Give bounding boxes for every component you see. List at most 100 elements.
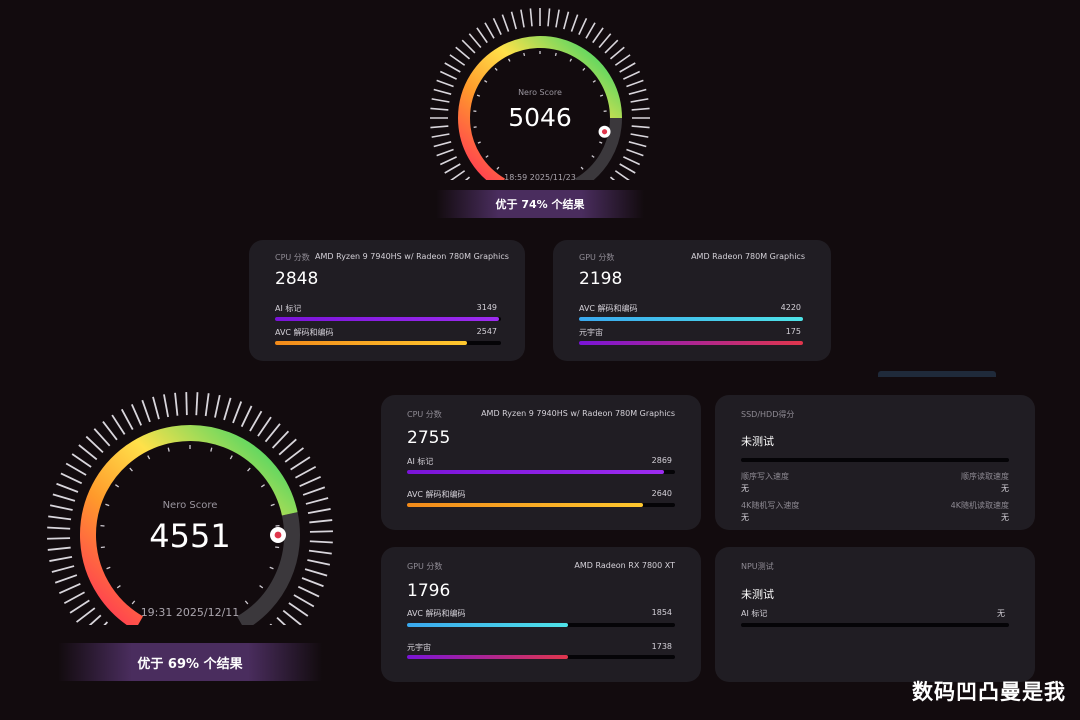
gauge-tick: [131, 403, 143, 426]
gauge-tick: [626, 148, 644, 157]
gpu-avc-value: 1854: [651, 608, 672, 617]
gauge-tick: [152, 396, 160, 420]
npu-ai-value: 无: [997, 609, 1005, 618]
avc-label: AVC 解码和编码: [275, 328, 334, 337]
gauge-inner-tick: [244, 600, 249, 605]
avc-bar-fill: [275, 341, 468, 345]
seq-write-label: 顺序写入速度: [741, 472, 789, 481]
npu-ai-label: AI 标记: [741, 609, 768, 618]
gauge-tick: [174, 392, 179, 416]
gauge-tick: [614, 170, 630, 180]
disk-status: 未测试: [741, 435, 774, 448]
gauge-inner-tick: [507, 58, 511, 62]
gauge-tick: [630, 98, 649, 103]
gauge-inner-tick: [477, 141, 481, 144]
ai-mark-value: 3149: [476, 303, 497, 312]
gauge-tick: [69, 599, 90, 614]
gauge-tick: [257, 416, 272, 437]
gauge-tick: [302, 486, 326, 496]
gauge-tick: [492, 17, 502, 35]
gauge-tick: [103, 621, 109, 625]
gauge-inner-tick: [484, 79, 488, 83]
gpu-score-label: GPU 分数: [579, 253, 615, 262]
npu-card: NPU测试 未测试 AI 标记 无: [715, 547, 1035, 682]
gauge-tick: [85, 435, 104, 454]
bottom-gauge-ticks: [47, 392, 333, 625]
gauge-tick: [614, 54, 631, 66]
metaverse-value: 175: [785, 327, 801, 336]
gauge-tick: [585, 22, 596, 39]
gauge-tick: [47, 537, 71, 540]
gauge-tick: [436, 148, 454, 157]
gauge-tick: [71, 453, 92, 468]
metaverse-label: 元宇宙: [579, 328, 603, 337]
gauge-inner-tick: [275, 546, 280, 549]
gauge-inner-tick: [260, 484, 265, 488]
top-cpu-card: CPU 分数 AMD Ryzen 9 7940HS w/ Radeon 780M…: [249, 240, 525, 361]
gauge-tick: [47, 526, 71, 530]
gpu-score-value: 1796: [407, 581, 451, 601]
gauge-inner-tick: [147, 455, 151, 460]
gpu-avc-label: AVC 解码和编码: [407, 609, 466, 618]
cpu-model: AMD Ryzen 9 7940HS w/ Radeon 780M Graphi…: [315, 252, 509, 261]
top-score-label: Nero Score: [518, 88, 562, 97]
gauge-tick: [631, 125, 650, 129]
gauge-tick: [204, 393, 210, 417]
gauge-tick: [570, 14, 579, 32]
gauge-tick: [433, 141, 452, 148]
rand-write-label: 4K随机写入速度: [741, 501, 800, 510]
top-score-gauge: [430, 8, 650, 180]
gpu-avc-row: AVC 解码和编码 4220: [579, 303, 801, 314]
gauge-inner-tick: [106, 566, 111, 570]
gpu-avc-bar-fill: [407, 623, 568, 627]
gauge-tick: [444, 62, 461, 73]
gauge-tick: [240, 405, 253, 428]
gauge-tick: [111, 414, 126, 435]
gauge-tick: [288, 602, 309, 617]
seq-read-label: 顺序读取速度: [961, 472, 1009, 481]
gauge-inner-tick: [167, 447, 170, 452]
top-gpu-card: GPU 分数 AMD Radeon 780M Graphics 2198 AVC…: [553, 240, 831, 361]
ai-mark-bar: [407, 470, 675, 474]
gauge-tick: [433, 88, 452, 95]
metaverse-row: 元宇宙 175: [579, 327, 801, 338]
gauge-tick: [309, 530, 333, 533]
gauge-tick: [476, 27, 488, 44]
gauge-inner-tick: [105, 503, 110, 507]
gauge-inner-tick: [129, 467, 133, 472]
gauge-tick: [439, 70, 457, 80]
gauge-tick: [626, 79, 644, 88]
disk-card: SSD/HDD得分 未测试 顺序写入速度 无 顺序读取速度 无 4K随机写入速度…: [715, 395, 1035, 530]
top-rank-text: 优于 74% 个结果: [495, 198, 585, 211]
gauge-tick: [609, 176, 616, 180]
gauge-inner-tick: [591, 155, 595, 158]
gauge-inner-tick: [592, 79, 596, 83]
npu-ai-row: AI 标记 无: [741, 608, 1005, 619]
rand-write-value: 无: [741, 513, 749, 522]
gauge-tick: [436, 79, 454, 88]
gauge-tick: [49, 555, 73, 562]
disk-score-label: SSD/HDD得分: [741, 410, 795, 419]
metaverse-bar-fill: [407, 655, 568, 659]
bottom-gauge-inner-dots: [100, 445, 280, 605]
bottom-rank-text: 优于 69% 个结果: [137, 656, 243, 672]
gauge-tick: [120, 408, 134, 430]
metaverse-bar: [407, 655, 675, 659]
gauge-tick: [214, 394, 221, 418]
rand-read-value: 无: [1001, 513, 1009, 522]
gauge-tick: [307, 508, 331, 515]
gauge-inner-tick: [270, 503, 275, 507]
gauge-tick: [141, 399, 151, 423]
metaverse-bar: [579, 341, 803, 345]
top-gauge-ticks: [430, 8, 650, 180]
gauge-tick: [93, 428, 111, 447]
gauge-tick: [65, 462, 87, 476]
top-score-value: 5046: [508, 103, 572, 132]
gauge-tick: [484, 22, 495, 39]
gauge-tick: [563, 11, 570, 30]
gauge-tick: [195, 392, 199, 416]
top-gauge-arc: [458, 36, 622, 180]
bottom-score-value: 4551: [149, 517, 231, 555]
gauge-inner-tick: [247, 467, 251, 472]
cpu-score-value: 2755: [407, 428, 451, 448]
